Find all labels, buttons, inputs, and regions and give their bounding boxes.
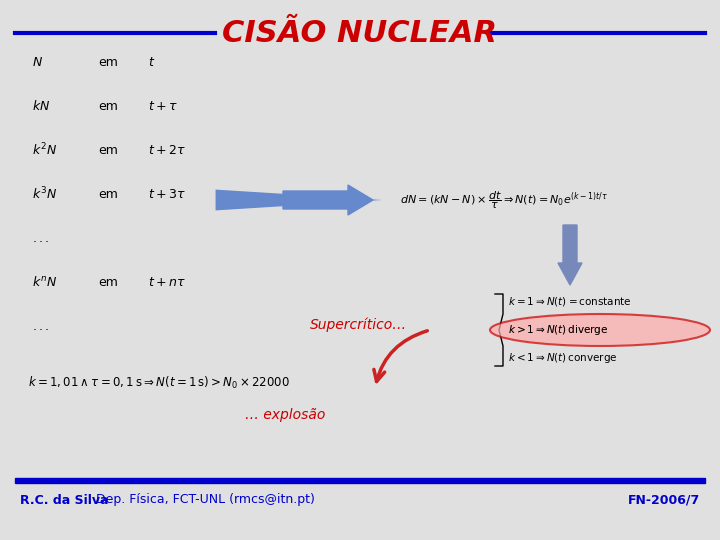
Ellipse shape <box>490 314 710 346</box>
Text: $k>1\Rightarrow N(t)\,\mathrm{diverge}$: $k>1\Rightarrow N(t)\,\mathrm{diverge}$ <box>508 323 608 337</box>
Text: $N$: $N$ <box>32 56 43 69</box>
Text: $t$: $t$ <box>148 56 156 69</box>
Text: $t+\tau$: $t+\tau$ <box>148 99 178 112</box>
Text: $...$: $...$ <box>32 320 50 333</box>
Text: $...$: $...$ <box>32 232 50 245</box>
Text: $k^2N$: $k^2N$ <box>32 141 57 158</box>
Text: , Dep. Física, FCT-UNL (rmcs@itn.pt): , Dep. Física, FCT-UNL (rmcs@itn.pt) <box>88 494 315 507</box>
Text: $k^3N$: $k^3N$ <box>32 186 57 202</box>
Text: $t+2\tau$: $t+2\tau$ <box>148 144 186 157</box>
Text: $k=1\Rightarrow N(t)=\mathrm{constante}$: $k=1\Rightarrow N(t)=\mathrm{constante}$ <box>508 295 631 308</box>
Text: em: em <box>98 99 118 112</box>
Text: $k>1\Rightarrow N(t)\,\mathrm{diverge}$: $k>1\Rightarrow N(t)\,\mathrm{diverge}$ <box>508 323 608 337</box>
FancyArrow shape <box>283 185 373 215</box>
Text: Supercrítico…: Supercrítico… <box>310 318 407 332</box>
Text: FN-2006/7: FN-2006/7 <box>628 494 700 507</box>
Bar <box>15 478 705 483</box>
Text: R.C. da Silva: R.C. da Silva <box>20 494 109 507</box>
Text: em: em <box>98 144 118 157</box>
Text: $t+n\tau$: $t+n\tau$ <box>148 275 186 288</box>
FancyArrow shape <box>558 225 582 285</box>
Text: $dN=(kN-N)\times\dfrac{dt}{\tau}\Rightarrow N(t)=N_0 e^{(k-1)t/\tau}$: $dN=(kN-N)\times\dfrac{dt}{\tau}\Rightar… <box>400 189 608 211</box>
Text: $kN$: $kN$ <box>32 99 50 113</box>
Text: CISÃO NUCLEAR: CISÃO NUCLEAR <box>222 18 498 48</box>
Text: em: em <box>98 56 118 69</box>
Text: $k^n N$: $k^n N$ <box>32 275 57 289</box>
Text: $t+3\tau$: $t+3\tau$ <box>148 187 186 200</box>
Text: em: em <box>98 275 118 288</box>
Text: $k<1\Rightarrow N(t)\,\mathrm{converge}$: $k<1\Rightarrow N(t)\,\mathrm{converge}$ <box>508 351 618 365</box>
Text: $k=1,01\wedge\tau=0,1\,\mathrm{s}\Rightarrow N(t=1\,\mathrm{s})>N_0\times22000$: $k=1,01\wedge\tau=0,1\,\mathrm{s}\Righta… <box>28 375 290 391</box>
Text: em: em <box>98 187 118 200</box>
Text: … explosão: … explosão <box>245 408 325 422</box>
